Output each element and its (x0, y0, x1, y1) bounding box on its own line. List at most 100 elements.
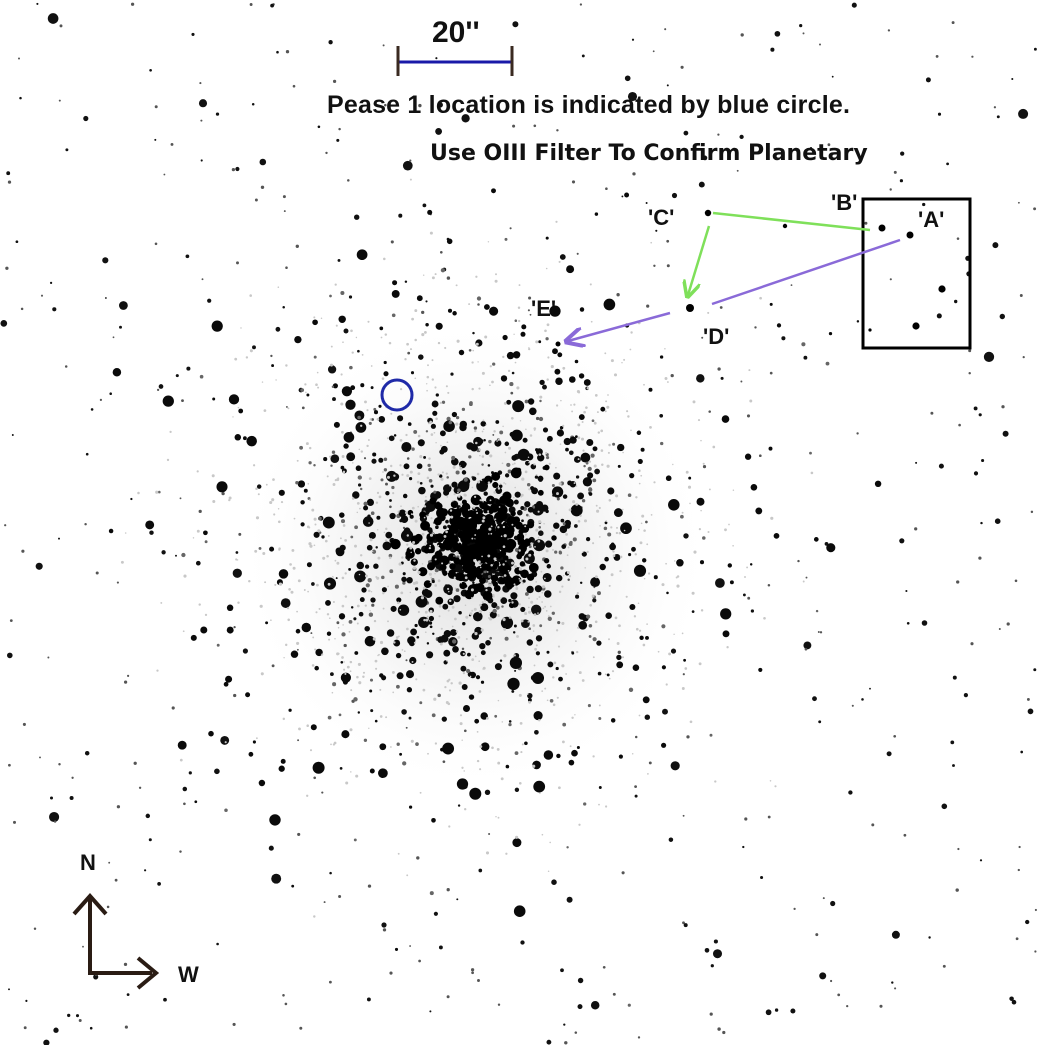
star (524, 501, 531, 508)
star (394, 947, 399, 951)
star (577, 1004, 583, 1010)
star (891, 981, 894, 984)
star (524, 611, 528, 616)
star (144, 869, 147, 872)
star (364, 604, 367, 607)
star (345, 781, 349, 785)
star (475, 342, 479, 346)
star (541, 591, 544, 594)
star (574, 714, 576, 716)
star (555, 512, 558, 515)
star (255, 737, 258, 740)
star (483, 304, 490, 310)
star (443, 489, 450, 496)
star (405, 511, 408, 515)
star (406, 577, 413, 584)
star (547, 870, 550, 872)
star (627, 415, 630, 418)
star (736, 169, 739, 172)
star (232, 416, 234, 418)
star (226, 626, 234, 634)
star (653, 575, 658, 580)
star (963, 692, 969, 698)
star (232, 568, 242, 578)
star (192, 537, 195, 539)
star (482, 668, 484, 670)
star (52, 307, 57, 312)
star (419, 481, 423, 485)
star (819, 43, 821, 46)
star (525, 557, 529, 561)
star (429, 625, 433, 629)
star (457, 530, 466, 539)
star (647, 572, 651, 575)
star (513, 583, 516, 586)
star (456, 551, 459, 555)
star (154, 105, 158, 109)
star (313, 517, 317, 521)
star (396, 597, 402, 603)
star (472, 331, 475, 335)
star (542, 572, 552, 583)
star (225, 675, 233, 683)
star (455, 588, 460, 592)
star (296, 610, 298, 613)
star (349, 728, 353, 732)
star (729, 580, 734, 585)
star (490, 574, 499, 582)
star (547, 615, 550, 617)
star (732, 544, 734, 547)
star (625, 595, 628, 598)
star (399, 439, 403, 442)
star (53, 820, 57, 823)
star (661, 583, 665, 587)
star (333, 421, 340, 428)
star (183, 574, 187, 578)
star (496, 748, 500, 751)
star (524, 470, 528, 474)
star (416, 463, 423, 470)
star (551, 611, 555, 615)
star (368, 612, 374, 617)
star (478, 868, 483, 873)
star (571, 180, 576, 184)
star (430, 484, 434, 488)
star (524, 538, 532, 547)
star (473, 551, 482, 560)
star (259, 604, 263, 608)
star (330, 672, 334, 676)
star (335, 324, 338, 327)
star (346, 452, 356, 462)
star (608, 677, 611, 680)
star (474, 632, 478, 636)
star (254, 198, 258, 202)
star (75, 1014, 80, 1018)
star (598, 536, 601, 538)
star (511, 371, 515, 375)
star (528, 296, 532, 300)
star (507, 469, 512, 474)
star (190, 634, 197, 641)
star (327, 582, 331, 586)
star (397, 604, 410, 616)
star (426, 375, 430, 379)
star (662, 708, 668, 715)
star (15, 240, 19, 244)
star (586, 387, 590, 390)
star (348, 619, 353, 624)
star (275, 379, 277, 381)
star (463, 536, 472, 545)
star (512, 463, 514, 466)
star (501, 528, 509, 536)
star (551, 535, 557, 541)
star (528, 515, 531, 518)
star (744, 817, 748, 821)
north-label: N (80, 850, 96, 875)
star (604, 521, 608, 525)
star (666, 381, 669, 383)
star (617, 650, 621, 654)
star (590, 1000, 600, 1010)
path-d-to-e (568, 311, 671, 341)
star (518, 693, 522, 697)
star (494, 714, 498, 718)
